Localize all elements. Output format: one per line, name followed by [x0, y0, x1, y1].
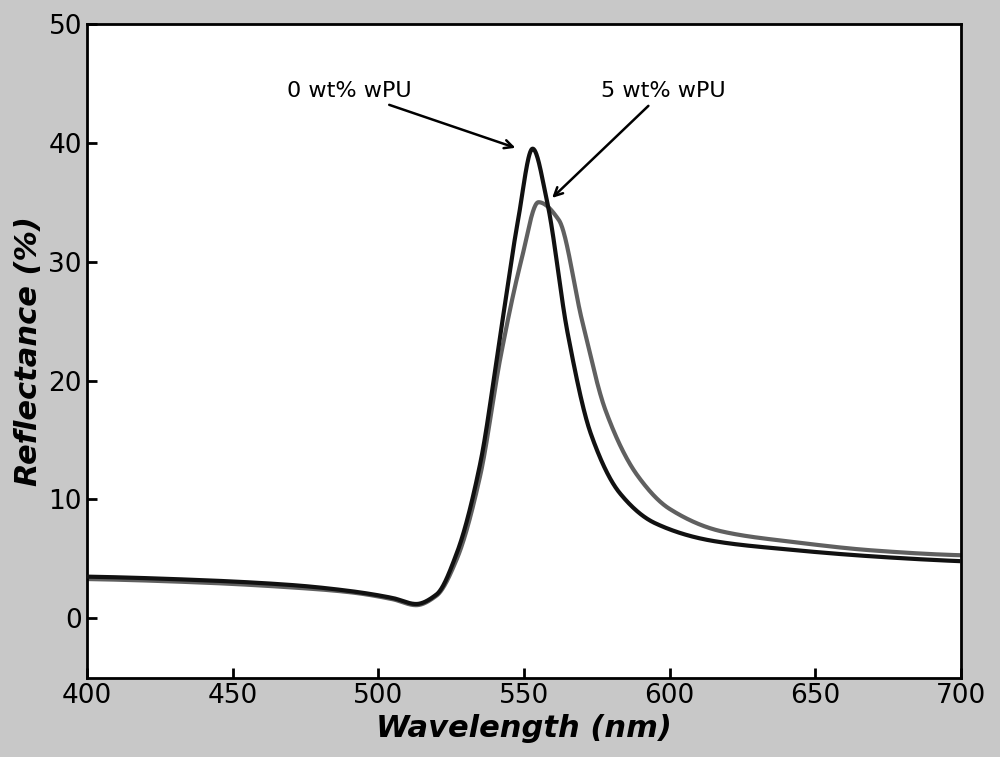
Y-axis label: Reflectance (%): Reflectance (%)	[14, 216, 43, 486]
X-axis label: Wavelength (nm): Wavelength (nm)	[376, 714, 672, 743]
Text: 5 wt% wPU: 5 wt% wPU	[554, 81, 726, 196]
Text: 0 wt% wPU: 0 wt% wPU	[287, 81, 513, 148]
